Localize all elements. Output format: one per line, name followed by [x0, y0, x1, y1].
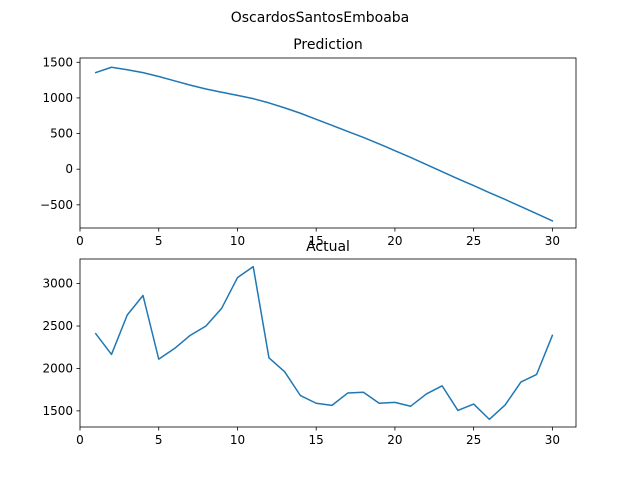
prediction-x-tick-label: 30 — [545, 234, 560, 248]
prediction-chart: 0 5 10 15 20 25 30 −500 0 500 1000 1500 Prediction — [40, 37, 577, 248]
prediction-y-tick-label: 1500 — [42, 55, 73, 69]
prediction-x-tick-label: 10 — [230, 234, 245, 248]
actual-y-tick-label: 2500 — [42, 319, 73, 333]
actual-x-tick-label: 5 — [155, 433, 163, 447]
prediction-y-tick-label: 1000 — [42, 91, 73, 105]
prediction-x-tick-label: 20 — [387, 234, 402, 248]
actual-x-tick-label: 10 — [230, 433, 245, 447]
actual-y-tick-label: 1500 — [42, 404, 73, 418]
figure-suptitle: OscardosSantosEmboaba — [231, 10, 410, 26]
prediction-x-tick-label: 15 — [309, 234, 324, 248]
prediction-series-line-0 — [94, 66, 554, 222]
prediction-axes-frame — [79, 57, 577, 229]
prediction-y-tick-label: 0 — [65, 162, 73, 176]
prediction-y-tick-label: 500 — [50, 127, 73, 141]
prediction-x-tick-label: 0 — [76, 234, 84, 248]
actual-chart-title: Actual — [306, 239, 350, 255]
actual-chart: 0 5 10 15 20 25 30 1500 2000 2500 3000 Actual — [42, 239, 577, 447]
actual-x-tick-label: 25 — [466, 433, 481, 447]
actual-x-tick-label: 0 — [76, 433, 84, 447]
prediction-x-tick-label: 5 — [155, 234, 163, 248]
actual-series-line-0 — [94, 265, 554, 421]
prediction-y-tick-label: −500 — [40, 198, 73, 212]
actual-x-tick-label: 20 — [387, 433, 402, 447]
actual-x-tick-label: 30 — [545, 433, 560, 447]
actual-axes-frame — [79, 258, 577, 428]
prediction-x-tick-label: 25 — [466, 234, 481, 248]
actual-x-tick-label: 15 — [309, 433, 324, 447]
actual-y-tick-label: 3000 — [42, 277, 73, 291]
prediction-chart-title: Prediction — [293, 37, 363, 53]
actual-y-tick-label: 2000 — [42, 361, 73, 375]
